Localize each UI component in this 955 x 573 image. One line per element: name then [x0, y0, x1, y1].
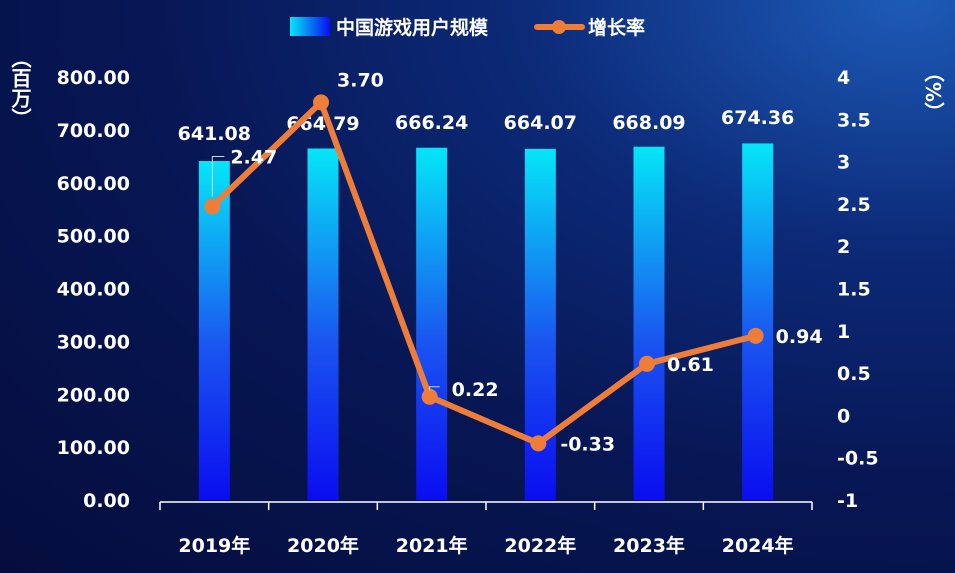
right-tick-label: -0.5	[837, 448, 879, 470]
left-tick-label: 500.00	[57, 226, 130, 248]
line-data-label: 0.94	[776, 326, 823, 348]
line-series: 2.47 3.70 0.22 -0.33 0.61 0.94	[204, 69, 823, 455]
x-tick-label: 2021年	[396, 534, 468, 557]
growth-rate-point	[421, 388, 438, 405]
line-data-label: -0.33	[560, 433, 615, 455]
x-tick-label: 2019年	[178, 534, 250, 557]
left-tick-label: 600.00	[57, 173, 130, 195]
left-axis-unit-label: （百万）	[8, 48, 32, 128]
right-tick-label: 0	[837, 405, 850, 427]
bar-data-label: 668.09	[612, 112, 685, 134]
x-tick-label: 2023年	[613, 534, 685, 557]
x-tick-label: 2022年	[504, 534, 576, 557]
left-tick-label: 0.00	[83, 490, 130, 512]
right-tick-label: 1.5	[837, 279, 871, 301]
line-data-label: 0.22	[452, 379, 499, 401]
line-data-label: 0.61	[667, 354, 714, 376]
line-data-label: 2.47	[230, 146, 277, 168]
legend-bar-swatch	[290, 17, 330, 36]
bar-data-label: 664.07	[504, 112, 577, 134]
right-tick-label: 2	[837, 236, 850, 258]
x-tick-label: 2020年	[287, 534, 359, 557]
growth-rate-line	[209, 99, 759, 447]
left-tick-label: 300.00	[57, 331, 130, 353]
right-axis-unit-label: （%）	[921, 62, 945, 122]
right-tick-label: 1	[837, 321, 850, 343]
growth-rate-point	[639, 355, 655, 372]
label-leader-line	[429, 386, 440, 391]
left-tick-label: 800.00	[57, 67, 130, 89]
bar	[742, 143, 774, 501]
line-data-label: 3.70	[337, 69, 384, 91]
left-tick-label: 100.00	[57, 437, 130, 459]
x-axis: 2019年 2020年 2021年 2022年 2023年 2024年	[159, 501, 813, 557]
left-tick-label: 400.00	[57, 279, 130, 301]
right-tick-label: 2.5	[837, 194, 871, 216]
left-tick-label: 700.00	[57, 120, 130, 142]
bar	[416, 147, 448, 501]
bar	[307, 148, 339, 500]
bar-series: 641.08 664.79 666.24 664.07 668.09 674.36	[178, 107, 794, 501]
right-tick-label: 3	[837, 152, 850, 174]
growth-rate-point	[747, 327, 764, 344]
bar	[198, 161, 230, 501]
legend: 中国游戏用户规模 增长率	[290, 16, 645, 39]
left-tick-label: 200.00	[57, 384, 130, 406]
legend-line-marker	[552, 20, 566, 34]
x-tick-label: 2024年	[722, 534, 794, 557]
bar-data-label: 674.36	[721, 107, 794, 129]
growth-rate-point	[204, 198, 221, 215]
bar-data-label: 666.24	[395, 112, 468, 134]
label-leader-line	[211, 155, 225, 197]
right-tick-label: 3.5	[837, 109, 871, 131]
growth-rate-point	[313, 94, 329, 111]
right-axis-ticks: -1 -0.5 0 0.5 1 1.5 2 2.5 3 3.5 4	[837, 67, 879, 512]
legend-bar-label: 中国游戏用户规模	[336, 16, 489, 39]
bar	[633, 146, 665, 500]
right-tick-label: -1	[837, 490, 858, 512]
right-tick-label: 0.5	[837, 363, 871, 385]
left-axis-ticks: 0.00 100.00 200.00 300.00 400.00 500.00 600.00…	[57, 67, 130, 512]
legend-line-label: 增长率	[588, 16, 645, 39]
growth-rate-point	[530, 435, 547, 452]
right-tick-label: 4	[837, 67, 850, 89]
bar-data-label: 641.08	[178, 123, 251, 145]
